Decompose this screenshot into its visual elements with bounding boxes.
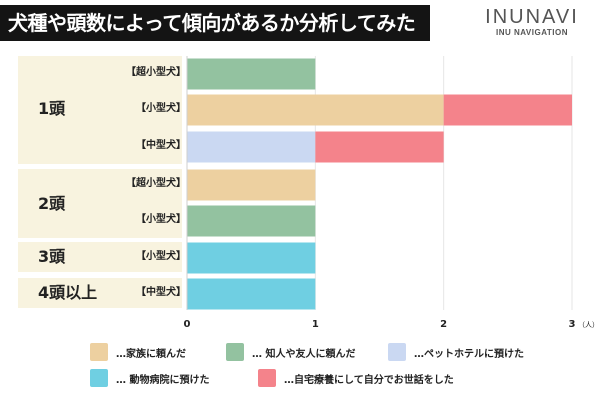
x-tick-label: 3 xyxy=(569,319,576,330)
bar xyxy=(187,205,316,237)
x-tick-label: 2 xyxy=(440,319,447,330)
legend-label: …ペットホテルに預けた xyxy=(414,348,524,360)
category-label: 【中型犬】 xyxy=(136,287,186,298)
legend-item: … 知人や友人に頼んだ xyxy=(226,343,355,361)
legend-label: … 動物病院に預けた xyxy=(116,374,210,386)
bar xyxy=(187,58,316,90)
legend-label: … 知人や友人に頼んだ xyxy=(252,348,356,360)
legend-label: …自宅療養にして自分でお世話をした xyxy=(284,374,454,386)
category-label: 【超小型犬】 xyxy=(126,178,186,189)
bar xyxy=(315,131,444,163)
legend-swatch-friends xyxy=(226,343,244,361)
legend-item: … 動物病院に預けた xyxy=(90,369,209,387)
bar xyxy=(443,94,572,126)
group-label-3: 3頭 xyxy=(38,247,66,266)
category-label: 【小型犬】 xyxy=(136,103,186,114)
legend-swatch-home-care xyxy=(258,369,276,387)
category-label: 【小型犬】 xyxy=(136,214,186,225)
category-label: 【中型犬】 xyxy=(136,140,186,151)
legend-swatch-vet xyxy=(90,369,108,387)
group-box-4 xyxy=(18,278,182,308)
bar xyxy=(187,94,444,126)
legend-item: …自宅療養にして自分でお世話をした xyxy=(258,369,454,387)
group-label-2: 2頭 xyxy=(38,194,66,213)
group-box-1 xyxy=(18,56,182,164)
legend-swatch-pet-hotel xyxy=(388,343,406,361)
legend-item: …ペットホテルに預けた xyxy=(388,343,524,361)
x-tick-label: 0 xyxy=(184,319,191,330)
legend-item: …家族に頼んだ xyxy=(90,343,186,361)
bar xyxy=(187,131,316,163)
group-label-1: 1頭 xyxy=(38,99,66,118)
bar xyxy=(187,169,316,201)
category-label: 【小型犬】 xyxy=(136,251,186,262)
page-title: 犬種や頭数によって傾向があるか分析してみた xyxy=(0,5,430,41)
logo-sub-text: INU NAVIGATION xyxy=(495,28,569,37)
bar xyxy=(187,242,316,274)
x-axis-unit: （人） xyxy=(578,321,599,329)
bar xyxy=(187,278,316,310)
group-box-3 xyxy=(18,242,182,272)
logo-main-text: INUNAVI xyxy=(485,6,579,28)
x-tick-label: 1 xyxy=(312,319,319,330)
legend-label: …家族に頼んだ xyxy=(116,348,186,360)
legend-swatch-family xyxy=(90,343,108,361)
group-label-4: 4頭以上 xyxy=(38,283,98,302)
inunavi-logo: INUNAVI INU NAVIGATION xyxy=(472,6,592,38)
group-box-2 xyxy=(18,169,182,238)
category-label: 【超小型犬】 xyxy=(126,67,186,78)
